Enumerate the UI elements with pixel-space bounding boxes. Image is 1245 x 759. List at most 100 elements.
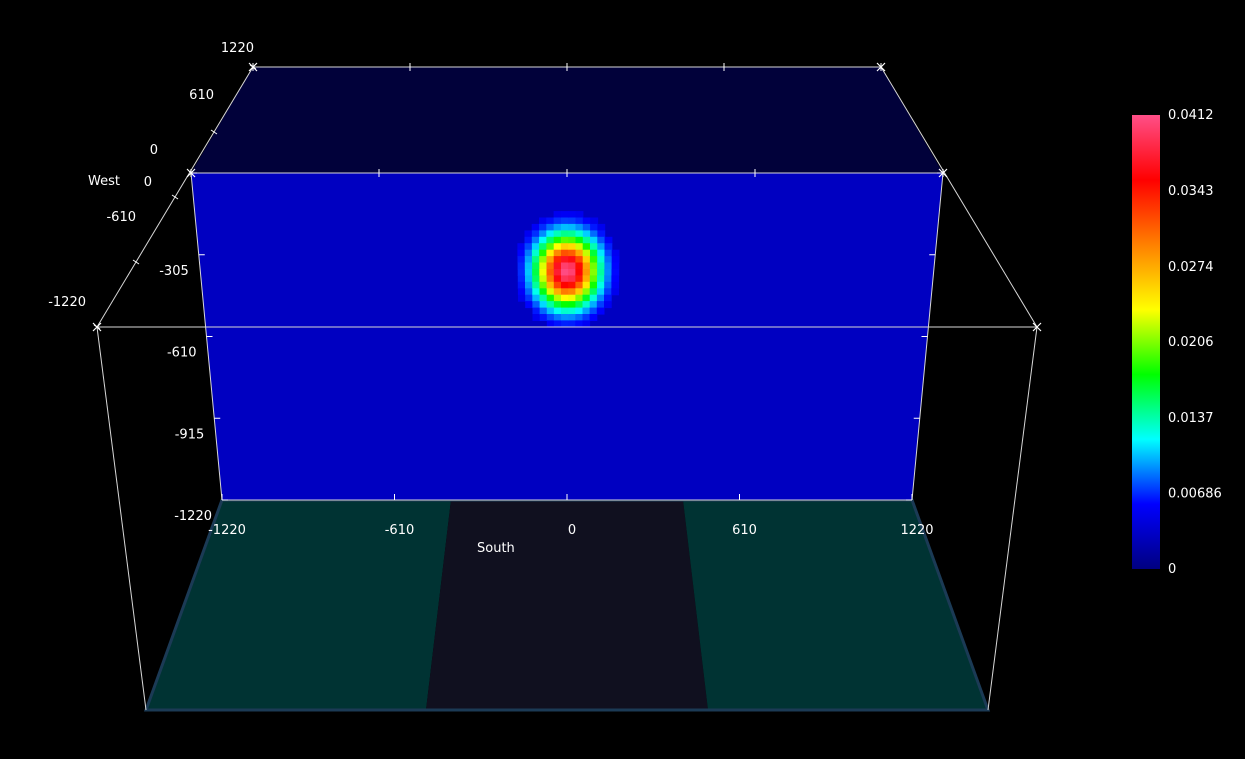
heatmap-cell bbox=[604, 262, 613, 270]
heatmap-cell bbox=[532, 294, 541, 302]
heatmap-cell bbox=[560, 230, 569, 238]
heatmap-cell bbox=[590, 230, 598, 238]
heatmap-cell bbox=[561, 320, 569, 328]
heatmap-cell bbox=[611, 288, 619, 296]
heatmap-cell bbox=[560, 211, 569, 219]
heatmap-cell bbox=[589, 294, 598, 302]
heatmap-cell bbox=[582, 314, 591, 321]
heatmap-cell bbox=[525, 281, 533, 289]
heatmap-cell bbox=[582, 294, 591, 302]
heatmap-cell bbox=[539, 262, 548, 270]
heatmap-cell bbox=[546, 269, 555, 276]
vertical-axis-tick-label: -305 bbox=[159, 264, 189, 279]
vertical-axis-tick-label: -915 bbox=[175, 427, 205, 442]
heatmap-cell bbox=[553, 288, 562, 296]
heatmap-cell bbox=[590, 249, 598, 257]
south-axis-tick-label: 1220 bbox=[900, 523, 933, 538]
heatmap-cell bbox=[589, 269, 598, 276]
heatmap-cell bbox=[560, 236, 569, 244]
floor-center-strip bbox=[426, 500, 708, 710]
heatmap-cell bbox=[518, 294, 526, 302]
heatmap-cell bbox=[582, 269, 591, 276]
heatmap-cell bbox=[525, 301, 533, 309]
heatmap-cell bbox=[590, 236, 598, 244]
heatmap-cell bbox=[561, 249, 569, 257]
heatmap-cell bbox=[560, 217, 569, 225]
heatmap-cell bbox=[561, 288, 569, 296]
heatmap-cell bbox=[582, 281, 591, 289]
heatmap-cell bbox=[532, 288, 541, 296]
heatmap-cell bbox=[589, 307, 598, 315]
heatmap-cell bbox=[582, 301, 591, 309]
heatmap-cell bbox=[539, 230, 547, 238]
heatmap-cell bbox=[575, 294, 584, 302]
heatmap-cell bbox=[568, 236, 577, 244]
heatmap-cell bbox=[611, 256, 620, 264]
heatmap-cell bbox=[532, 256, 540, 264]
heatmap-cell bbox=[568, 269, 576, 276]
heatmap-cell bbox=[531, 236, 540, 244]
south-axis-tick-label: 0 bbox=[568, 523, 576, 538]
south-axis-tick-label: -1220 bbox=[208, 523, 246, 538]
heatmap-cell bbox=[561, 256, 569, 264]
colorbar-bar bbox=[1132, 115, 1160, 569]
heatmap-cell bbox=[539, 288, 548, 296]
heatmap-cell bbox=[553, 269, 562, 276]
heatmap-cell bbox=[553, 262, 562, 270]
heatmap-cell bbox=[561, 294, 569, 302]
heatmap-cell bbox=[582, 256, 591, 264]
heatmap-cell bbox=[582, 288, 591, 296]
heatmap-cell bbox=[539, 223, 547, 231]
colorbar-tick-label: 0.00686 bbox=[1168, 486, 1222, 501]
heatmap-cell bbox=[560, 243, 569, 251]
heatmap-cell bbox=[546, 236, 555, 244]
heatmap-cell bbox=[525, 275, 533, 283]
heatmap-cell bbox=[517, 281, 526, 289]
floor-left-strip bbox=[146, 500, 451, 710]
heatmap-cell bbox=[553, 230, 562, 238]
box-edge bbox=[880, 66, 1038, 328]
heatmap-cell bbox=[575, 262, 584, 270]
south-axis-tick-label: -610 bbox=[385, 523, 415, 538]
heatmap-cell bbox=[582, 320, 591, 328]
heatmap-cell bbox=[604, 256, 613, 264]
colorbar: 0 0.00686 0.0137 0.0206 0.0274 0.0343 0.0412 bbox=[1132, 108, 1222, 577]
heatmap-cell bbox=[531, 243, 540, 251]
heatmap-cell bbox=[539, 249, 548, 257]
heatmap-cell bbox=[539, 281, 548, 289]
heatmap-cell bbox=[568, 307, 576, 315]
heatmap-cell bbox=[546, 320, 555, 328]
heatmap-cell bbox=[539, 307, 548, 315]
heatmap-cell bbox=[561, 262, 569, 270]
heatmap-cell bbox=[568, 281, 576, 289]
west-axis-tick-label: 1220 bbox=[221, 41, 254, 56]
heatmap-cell bbox=[553, 307, 562, 315]
heatmap-cell bbox=[597, 230, 606, 238]
heatmap-cell bbox=[575, 275, 584, 283]
heatmap-cell bbox=[568, 217, 577, 225]
heatmap-cell bbox=[531, 249, 540, 257]
heatmap-cell bbox=[561, 307, 569, 315]
heatmap-cell bbox=[582, 307, 591, 315]
heatmap-cell bbox=[553, 211, 562, 219]
west-axis-tick bbox=[210, 129, 218, 135]
heatmap-cell bbox=[561, 275, 569, 283]
heatmap-cell bbox=[575, 301, 584, 309]
heatmap-cell bbox=[575, 256, 584, 264]
heatmap-cell bbox=[546, 307, 555, 315]
heatmap-cell bbox=[604, 275, 612, 283]
heatmap-cell bbox=[590, 243, 598, 251]
heatmap-cell bbox=[568, 223, 577, 231]
heatmap-cell bbox=[546, 256, 555, 264]
heatmap-cell bbox=[546, 275, 555, 283]
heatmap-cell bbox=[539, 243, 547, 251]
heatmap-cell bbox=[589, 262, 598, 270]
heatmap-cell bbox=[568, 275, 576, 283]
heatmap-cell bbox=[539, 275, 548, 283]
heatmap-cell bbox=[524, 243, 533, 251]
heatmap-cell bbox=[597, 262, 605, 270]
west-axis-label: West bbox=[88, 174, 120, 189]
heatmap-cell bbox=[532, 307, 541, 315]
heatmap-cell bbox=[568, 301, 576, 309]
